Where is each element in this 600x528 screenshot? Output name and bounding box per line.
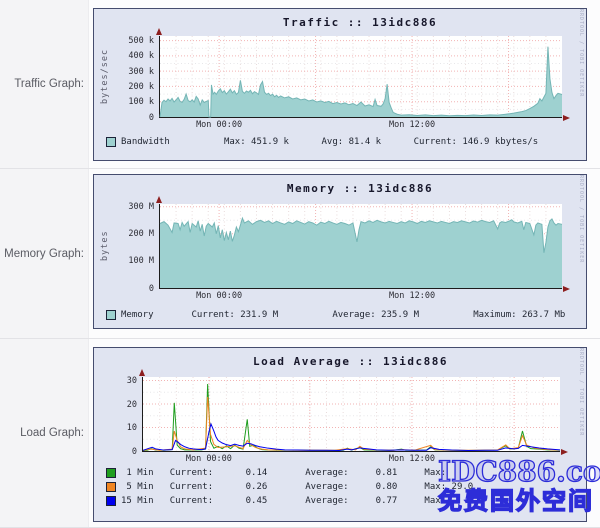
- y-tick-label: 200 k: [128, 81, 154, 92]
- series-memory: [160, 218, 562, 253]
- y-tick-label: 100 k: [128, 97, 154, 108]
- x-tick-label: Mon 12:00: [389, 120, 436, 130]
- load-legend-15min: 15 Min Current: 0.45 Average: 0.77 Max:: [106, 496, 446, 506]
- memory-y-axis-label: bytes: [100, 230, 110, 262]
- y-tick-label: 300 k: [128, 66, 154, 77]
- series-bandwidth: [160, 47, 562, 117]
- traffic-graph-image[interactable]: Traffic :: 13idc886 bytes/sec 0 100 k 200 …: [93, 8, 587, 161]
- load-5min-swatch: [106, 482, 116, 492]
- row-label-traffic-graph: Traffic Graph:: [0, 0, 89, 168]
- traffic-graph-title: Traffic :: 13idc886: [282, 16, 438, 29]
- x-axis-arrow-icon: [561, 449, 568, 455]
- traffic-legend: Bandwidth Max: 451.9 k Avg: 81.4 k Curre…: [106, 137, 538, 147]
- y-tick-label: 0: [131, 446, 137, 457]
- y-tick-label: 200 M: [128, 229, 154, 240]
- memory-legend-text: Memory Current: 231.9 M Average: 235.9 M…: [121, 310, 566, 320]
- memory-plot-area: 0 100 M 200 M 300 M Mon 00:00 Mon 12:00: [128, 196, 570, 301]
- y-axis-arrow-icon: [156, 196, 162, 203]
- y-tick-label: 300 M: [128, 202, 154, 213]
- load-graph-title: Load Average :: 13idc886: [253, 355, 448, 368]
- load-legend-5min: 5 Min Current: 0.26 Average: 0.80 Max: 2…: [106, 482, 473, 492]
- y-tick-label: 10: [126, 423, 137, 433]
- y-tick-label: 0: [148, 112, 154, 123]
- memory-graph-image[interactable]: Memory :: 13idc886 bytes 0 100 M 200 M 300 …: [93, 174, 587, 329]
- y-axis-arrow-icon: [139, 369, 145, 376]
- chart-canvas: [160, 204, 562, 288]
- chart-canvas: [143, 377, 560, 451]
- series-5-min: [143, 397, 560, 450]
- load-plot-area: 0 10 20 30 Mon 00:00 Mon 12:00: [127, 369, 568, 464]
- load-5min-text: 5 Min Current: 0.26 Average: 0.80 Max: 2…: [121, 482, 474, 492]
- load-legend-1min: 1 Min Current: 0.14 Average: 0.81 Max:: [106, 468, 446, 478]
- rrdtool-watermark: RRDTOOL / TOBI OETIKER: [578, 348, 584, 437]
- chart-canvas: [160, 36, 562, 117]
- y-tick-label: 30: [126, 376, 137, 387]
- x-tick-label: Mon 00:00: [196, 291, 243, 301]
- row-label-memory-graph: Memory Graph:: [0, 169, 89, 338]
- y-tick-label: 0: [148, 283, 154, 294]
- load-1min-text: 1 Min Current: 0.14 Average: 0.81 Max:: [121, 468, 447, 478]
- rrdtool-watermark: RRDTOOL / TOBI OETIKER: [578, 175, 584, 264]
- traffic-y-axis-label: bytes/sec: [100, 48, 110, 105]
- y-tick-label: 500 k: [128, 36, 154, 47]
- y-tick-label: 20: [126, 399, 137, 410]
- x-axis-arrow-icon: [563, 286, 570, 292]
- y-axis-arrow-icon: [156, 28, 162, 35]
- memory-legend: Memory Current: 231.9 M Average: 235.9 M…: [106, 310, 565, 320]
- series-15-min: [143, 424, 560, 451]
- load-15min-text: 15 Min Current: 0.45 Average: 0.77 Max:: [121, 496, 447, 506]
- x-tick-label: Mon 00:00: [196, 120, 243, 130]
- row-label-load-graph: Load Graph:: [0, 339, 89, 527]
- load-15min-swatch: [106, 496, 116, 506]
- memory-graph-title: Memory :: 13idc886: [286, 182, 434, 195]
- memory-legend-swatch: [106, 310, 116, 320]
- y-tick-label: 400 k: [128, 51, 154, 62]
- load-1min-swatch: [106, 468, 116, 478]
- bandwidth-legend-text: Bandwidth Max: 451.9 k Avg: 81.4 k Curre…: [121, 137, 539, 147]
- bandwidth-legend-swatch: [106, 137, 116, 147]
- x-tick-label: Mon 00:00: [185, 454, 232, 464]
- rrdtool-watermark: RRDTOOL / TOBI OETIKER: [578, 9, 584, 98]
- y-tick-label: 100 M: [128, 256, 154, 267]
- traffic-plot-area: 0 100 k 200 k 300 k 400 k 500 k Mon 00:00 Mon 1…: [128, 28, 570, 130]
- x-tick-label: Mon 12:00: [389, 291, 436, 301]
- x-axis-arrow-icon: [563, 115, 570, 121]
- x-tick-label: Mon 12:00: [388, 454, 435, 464]
